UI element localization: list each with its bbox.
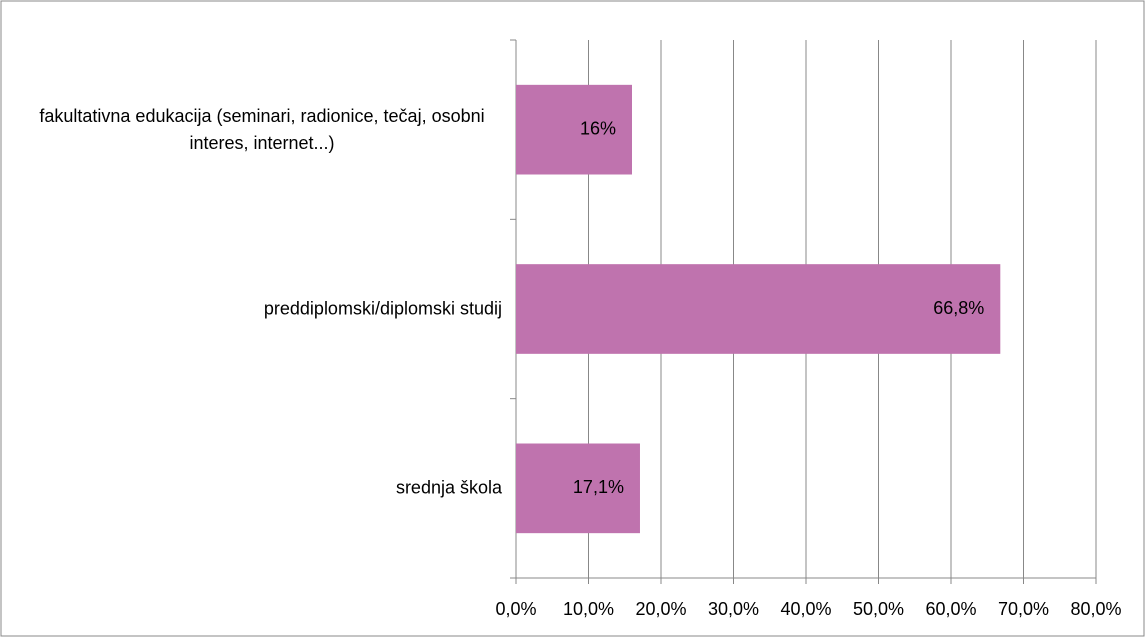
x-tick-label: 40,0% [780, 599, 831, 619]
x-tick-label: 30,0% [708, 599, 759, 619]
bar [516, 264, 1001, 354]
x-tick-label: 50,0% [853, 599, 904, 619]
x-tick-label: 70,0% [998, 599, 1049, 619]
x-tick-label: 10,0% [563, 599, 614, 619]
bar [516, 84, 632, 175]
x-tick-label: 60,0% [925, 599, 976, 619]
x-tick-label: 0,0% [495, 599, 536, 619]
x-tick-label: 80,0% [1070, 599, 1121, 619]
y-tick-label: fakultativna edukacija (seminari, radion… [39, 105, 485, 153]
data-label: 17,1% [573, 477, 624, 497]
data-label: 66,8% [933, 298, 984, 318]
bar [516, 443, 640, 534]
data-label: 16% [580, 118, 616, 138]
y-tick-label: srednja škola [395, 477, 502, 498]
x-tick-label: 20,0% [635, 599, 686, 619]
y-tick-label: preddiplomski/diplomski studij [263, 298, 502, 319]
